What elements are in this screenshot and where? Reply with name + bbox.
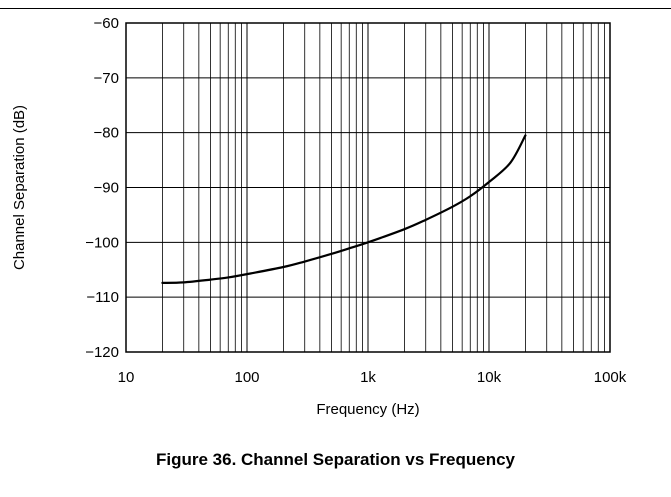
- y-tick-label: −120: [85, 344, 119, 361]
- y-tick-label: −100: [85, 234, 119, 251]
- x-tick-label: 100: [234, 369, 259, 386]
- figure-caption: Figure 36. Channel Separation vs Frequen…: [156, 450, 515, 469]
- top-rule: [0, 8, 671, 9]
- y-tick-labels: −60 −70 −80 −90 −100 −110 −120: [85, 15, 119, 361]
- x-axis-label: Frequency (Hz): [316, 401, 419, 418]
- y-tick-label: −60: [94, 15, 119, 32]
- y-axis-label: Channel Separation (dB): [11, 105, 28, 270]
- x-tick-label: 1k: [360, 369, 376, 386]
- plot-frame: [125, 22, 611, 353]
- series-layer: [161, 134, 527, 285]
- x-tick-labels: 10 100 1k 10k 100k: [118, 369, 627, 386]
- y-tick-label: −110: [86, 289, 119, 306]
- grid-layer: [126, 23, 610, 352]
- y-tick-label: −80: [94, 125, 119, 142]
- x-tick-label: 100k: [594, 369, 627, 386]
- y-tick-label: −90: [94, 180, 119, 197]
- channel-separation-series-line: [161, 134, 527, 285]
- x-tick-label: 10: [118, 369, 135, 386]
- x-tick-label: 10k: [477, 369, 502, 386]
- y-tick-label: −70: [94, 70, 119, 87]
